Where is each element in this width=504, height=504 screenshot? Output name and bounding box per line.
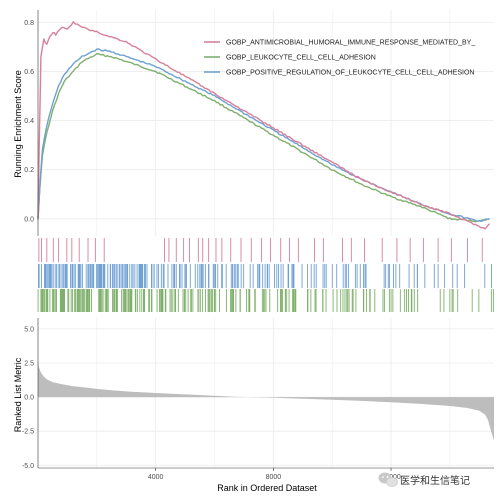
x-tick-label: 4000	[148, 474, 164, 481]
ranked-metric-gridlines	[38, 318, 494, 468]
ranked-metric-panel: 5.02.50.0-2.5-5.0 4000800012000 Ranked L…	[13, 318, 494, 493]
x-tick-label: 8000	[266, 474, 282, 481]
ranked-metric-y-axis: 5.0 2.5 0.0 -2.5 -5.0	[22, 318, 39, 470]
y-tick-label: 0.2	[24, 167, 34, 174]
y-tick-label: -5.0	[22, 463, 34, 470]
hit-row-2	[38, 264, 492, 288]
watermark-text: 医学和生信笔记	[400, 474, 470, 487]
running-score-y-axis: 0.0 0.2 0.4 0.6 0.8	[24, 10, 39, 236]
running-score-panel: 0.0 0.2 0.4 0.6 0.8 Running Enrichment Score	[13, 10, 494, 236]
legend-label: GOBP_ANTIMICROBIAL_HUMORAL_IMMUNE_RESPON…	[226, 40, 475, 47]
ranked-metric-fill	[38, 361, 494, 441]
ranked-metric-area	[38, 361, 494, 441]
legend-label: GOBP_POSITIVE_REGULATION_OF_LEUKOCYTE_CE…	[226, 70, 474, 77]
legend: GOBP_ANTIMICROBIAL_HUMORAL_IMMUNE_RESPON…	[204, 40, 475, 77]
y-tick-label: -2.5	[22, 429, 34, 436]
running-score-line-2	[37, 52, 490, 223]
hit-row-1	[38, 238, 483, 262]
running-score-line-1	[37, 21, 491, 230]
y-tick-label: 2.5	[24, 361, 34, 368]
y-tick-label: 5.0	[24, 326, 34, 333]
running-score-y-title: Running Enrichment Score	[13, 70, 23, 178]
y-tick-label: 0.0	[24, 395, 34, 402]
ranked-metric-y-title: Ranked List Metric	[13, 357, 23, 432]
watermark: 医学和生信笔记	[378, 472, 470, 487]
running-score-lines	[37, 21, 491, 230]
y-tick-label: 0.6	[24, 69, 34, 76]
hit-row-3	[37, 289, 494, 312]
y-tick-label: 0.4	[24, 118, 34, 125]
y-tick-label: 0.8	[24, 20, 34, 27]
y-tick-label: 0.0	[24, 216, 34, 223]
legend-label: GOBP_LEUKOCYTE_CELL_CELL_ADHESION	[226, 55, 376, 62]
gene-set-hits-panel	[37, 238, 494, 312]
running-score-gridlines	[38, 10, 494, 236]
rank-x-title: Rank in Ordered Dataset	[217, 483, 317, 493]
wechat-logo-icon	[378, 472, 398, 487]
